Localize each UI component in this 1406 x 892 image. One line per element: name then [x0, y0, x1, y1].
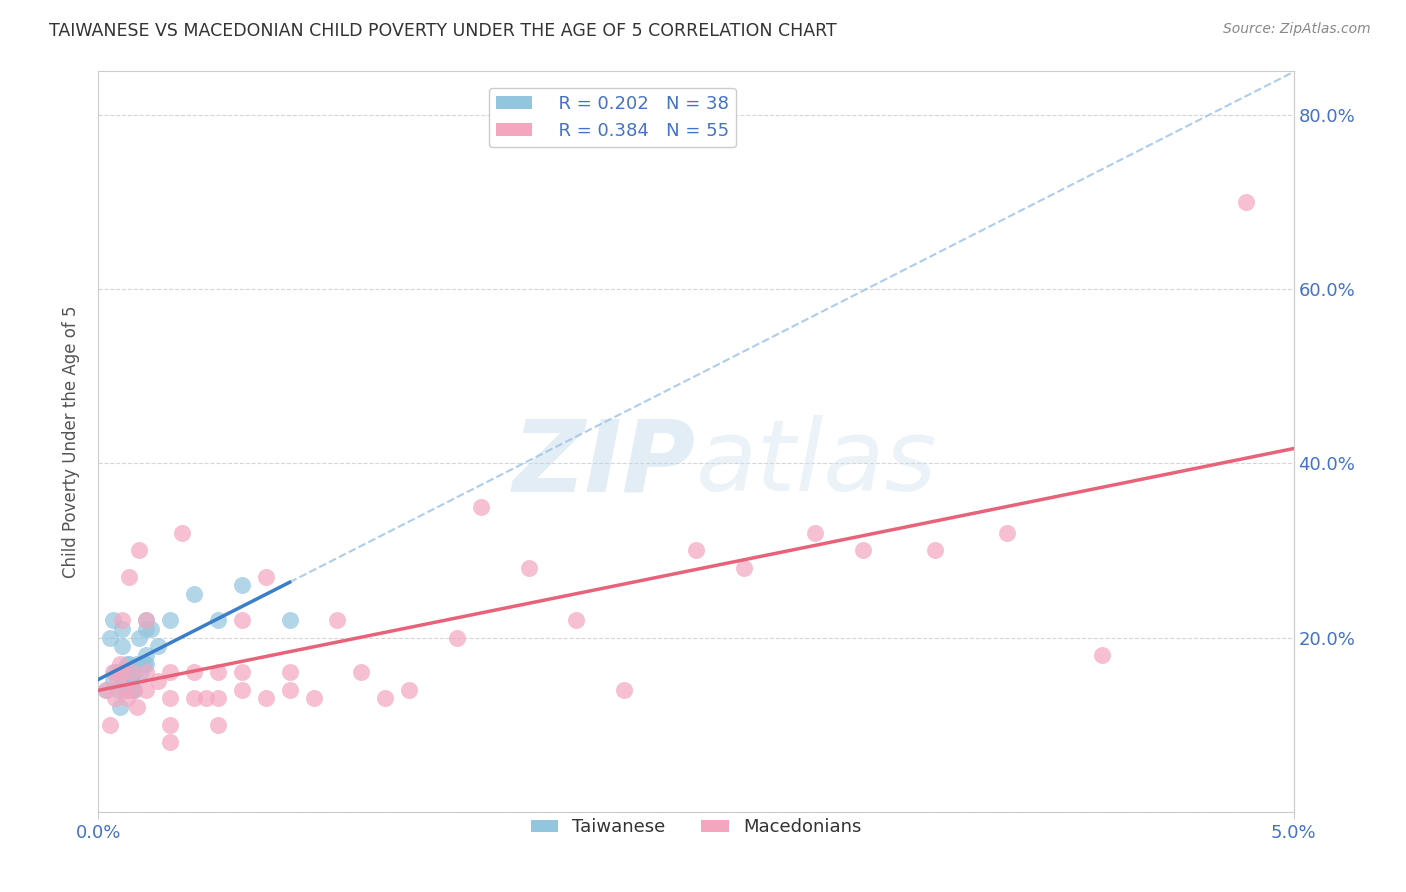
- Point: [685, 543, 707, 558]
- Point: [104, 691, 127, 706]
- Point: [111, 613, 134, 627]
- Point: [121, 665, 143, 680]
- Point: [135, 657, 157, 671]
- Point: [852, 543, 875, 558]
- Point: [118, 569, 141, 583]
- Point: [207, 691, 229, 706]
- Point: [470, 500, 492, 514]
- Point: [118, 665, 141, 680]
- Point: [231, 682, 253, 697]
- Point: [98, 631, 122, 645]
- Point: [115, 691, 138, 706]
- Point: [398, 682, 420, 697]
- Point: [104, 665, 127, 680]
- Point: [231, 613, 253, 627]
- Text: TAIWANESE VS MACEDONIAN CHILD POVERTY UNDER THE AGE OF 5 CORRELATION CHART: TAIWANESE VS MACEDONIAN CHILD POVERTY UN…: [49, 22, 837, 40]
- Legend: Taiwanese, Macedonians: Taiwanese, Macedonians: [523, 811, 869, 844]
- Point: [135, 613, 157, 627]
- Point: [183, 587, 205, 601]
- Point: [115, 657, 138, 671]
- Point: [107, 674, 129, 689]
- Point: [159, 613, 181, 627]
- Point: [183, 665, 205, 680]
- Point: [111, 674, 134, 689]
- Point: [118, 674, 141, 689]
- Point: [111, 665, 134, 680]
- Point: [135, 665, 157, 680]
- Point: [101, 674, 124, 689]
- Point: [118, 657, 141, 671]
- Point: [302, 691, 325, 706]
- Point: [231, 665, 253, 680]
- Point: [98, 717, 122, 731]
- Point: [254, 691, 277, 706]
- Point: [139, 622, 162, 636]
- Point: [1234, 194, 1257, 209]
- Point: [207, 613, 229, 627]
- Point: [231, 578, 253, 592]
- Point: [111, 622, 134, 636]
- Point: [326, 613, 349, 627]
- Point: [172, 526, 194, 541]
- Point: [107, 682, 129, 697]
- Point: [132, 657, 155, 671]
- Point: [159, 691, 181, 706]
- Point: [195, 691, 218, 706]
- Point: [108, 700, 131, 714]
- Point: [124, 682, 146, 697]
- Point: [148, 639, 170, 653]
- Point: [94, 682, 117, 697]
- Point: [278, 682, 301, 697]
- Point: [159, 665, 181, 680]
- Point: [924, 543, 946, 558]
- Point: [94, 682, 117, 697]
- Point: [114, 682, 136, 697]
- Y-axis label: Child Poverty Under the Age of 5: Child Poverty Under the Age of 5: [62, 305, 80, 578]
- Point: [125, 700, 148, 714]
- Text: Source: ZipAtlas.com: Source: ZipAtlas.com: [1223, 22, 1371, 37]
- Point: [125, 657, 148, 671]
- Point: [121, 682, 143, 697]
- Point: [207, 665, 229, 680]
- Point: [108, 657, 131, 671]
- Point: [278, 613, 301, 627]
- Point: [278, 665, 301, 680]
- Point: [101, 665, 124, 680]
- Point: [111, 665, 134, 680]
- Point: [565, 613, 588, 627]
- Point: [804, 526, 827, 541]
- Point: [128, 543, 150, 558]
- Point: [159, 717, 181, 731]
- Point: [374, 691, 396, 706]
- Point: [350, 665, 373, 680]
- Point: [135, 622, 157, 636]
- Point: [1091, 648, 1114, 662]
- Point: [159, 735, 181, 749]
- Point: [115, 682, 138, 697]
- Text: atlas: atlas: [696, 416, 938, 512]
- Point: [207, 717, 229, 731]
- Text: ZIP: ZIP: [513, 416, 696, 512]
- Point: [131, 665, 153, 680]
- Point: [111, 639, 134, 653]
- Point: [517, 561, 540, 575]
- Point: [995, 526, 1018, 541]
- Point: [733, 561, 755, 575]
- Point: [148, 674, 170, 689]
- Point: [135, 613, 157, 627]
- Point: [124, 682, 146, 697]
- Point: [254, 569, 277, 583]
- Point: [114, 674, 136, 689]
- Point: [107, 665, 129, 680]
- Point: [121, 665, 143, 680]
- Point: [124, 665, 146, 680]
- Point: [101, 613, 124, 627]
- Point: [183, 691, 205, 706]
- Point: [446, 631, 468, 645]
- Point: [135, 682, 157, 697]
- Point: [121, 674, 143, 689]
- Point: [128, 631, 150, 645]
- Point: [613, 682, 636, 697]
- Point: [135, 648, 157, 662]
